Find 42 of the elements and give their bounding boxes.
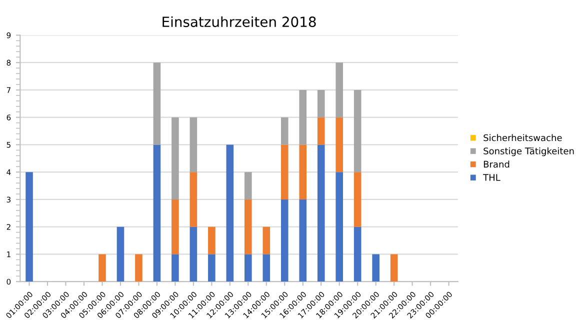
bar — [317, 117, 325, 145]
bar — [244, 254, 252, 282]
bar — [390, 254, 398, 282]
bar — [116, 226, 124, 282]
bar — [98, 254, 106, 282]
bar — [208, 254, 216, 282]
bar — [317, 90, 325, 118]
chart-title: Einsatzuhrzeiten 2018 — [162, 16, 316, 28]
bar — [354, 90, 362, 172]
legend-label: Sicherheitswache — [484, 134, 562, 142]
bar — [354, 172, 362, 227]
bar — [172, 117, 179, 200]
bar — [153, 62, 161, 145]
bar — [153, 144, 161, 282]
bar — [336, 62, 344, 118]
bar — [280, 199, 288, 282]
bar — [299, 199, 307, 282]
bar — [26, 172, 33, 282]
bar — [336, 172, 344, 282]
bar — [336, 117, 344, 172]
bar — [354, 226, 362, 282]
bar — [372, 254, 380, 282]
bar — [262, 226, 270, 254]
bar — [317, 144, 325, 282]
bar — [262, 254, 270, 282]
bar — [280, 117, 288, 145]
bar — [208, 226, 216, 254]
bar — [190, 117, 198, 172]
legend-label: THL — [483, 174, 500, 181]
bar — [244, 199, 252, 254]
bar — [190, 172, 198, 227]
bar — [172, 254, 179, 282]
bar — [244, 172, 252, 200]
bar — [190, 226, 198, 282]
bar — [135, 254, 142, 282]
bar — [299, 144, 307, 200]
bar — [280, 144, 288, 200]
legend-label: Sonstige Tätigkeiten — [484, 147, 574, 156]
legend-label: Brand — [484, 160, 510, 168]
bar — [172, 199, 179, 254]
bar — [299, 90, 307, 145]
bar — [226, 144, 234, 282]
